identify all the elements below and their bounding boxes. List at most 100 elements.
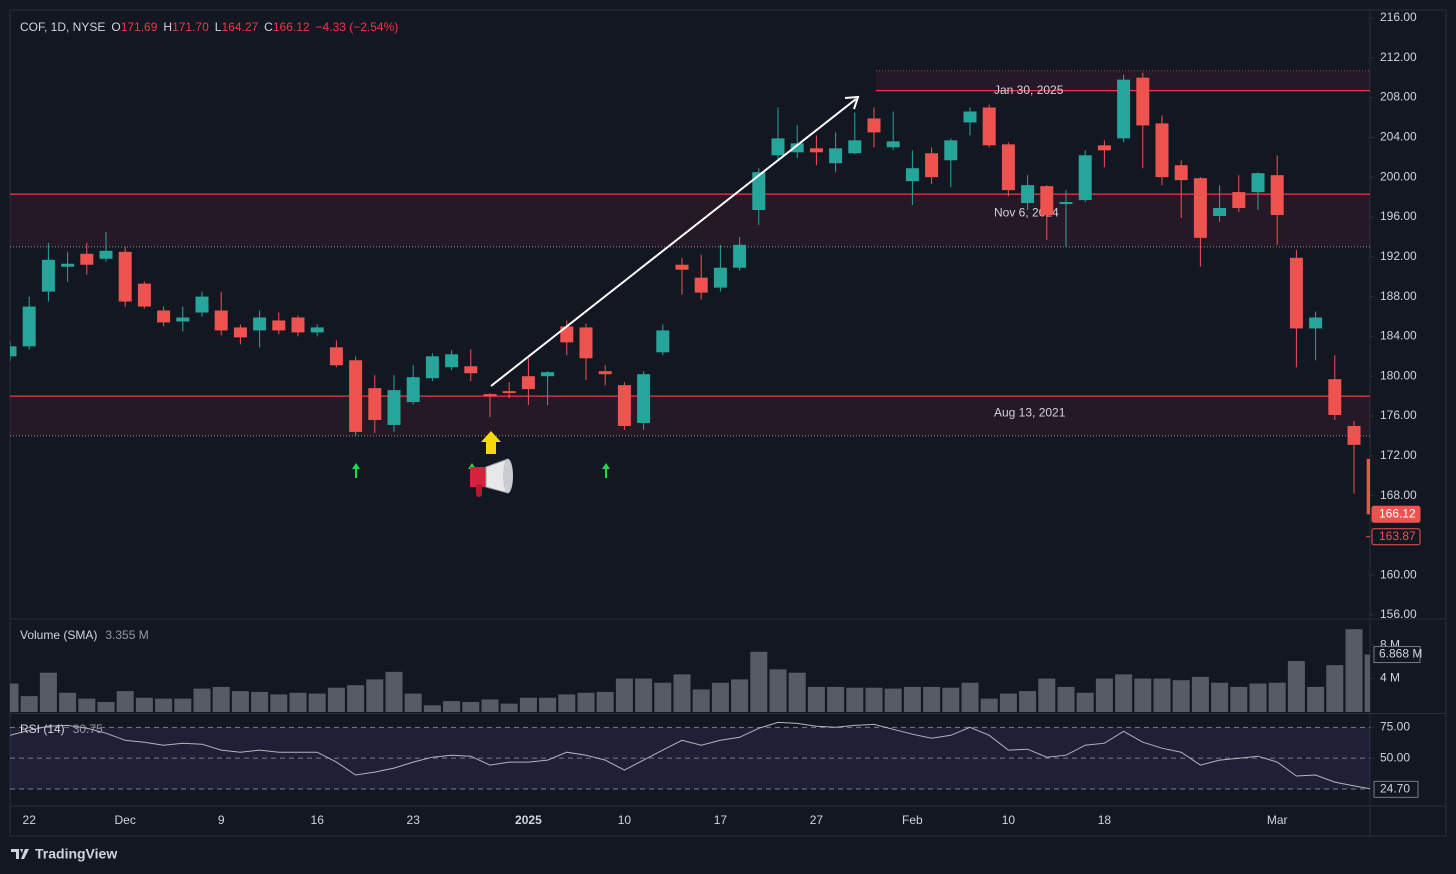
volume-bar [865,687,883,712]
volume-bar [347,685,365,712]
candle-body [1289,257,1303,329]
volume-bar [59,692,77,712]
megaphone-body [470,467,486,487]
candle-body [809,148,823,153]
ohlc-key: O [111,20,120,34]
volume-bar [673,674,691,712]
volume-bar [769,669,787,712]
buy-arrow [352,463,360,478]
candle-body [387,390,401,425]
last-value-box [1373,780,1419,798]
candle-body [1213,208,1227,216]
candle-body [1001,144,1015,191]
candle-body [1136,77,1150,126]
candle-body [905,168,919,182]
axes: 216.00 212.00 208.00 204.00 200.00 196.00 192.… [23,10,1423,827]
symbol: COF, 1D, NYSE [20,20,105,34]
candle-body [176,317,190,322]
candle-body [1347,425,1361,445]
y-tick-label: 212.00 [1380,50,1417,64]
volume-bar [385,671,403,712]
ohlc-value: 171.70 [172,20,209,34]
highlight-arrow [481,431,501,454]
candle-body [675,264,689,270]
ohlc-key: L [215,20,222,34]
volume-bar [10,683,19,712]
candle-body [368,388,382,420]
volume-bar [731,679,749,712]
candle-body [713,267,727,288]
candle-body [694,277,708,293]
volume-bar [289,692,307,712]
candle-body [771,138,785,156]
volume-bar [961,682,979,712]
y-tick-label: 204.00 [1380,130,1417,144]
volume-bar [1268,682,1286,712]
volume-bar [654,682,672,712]
y-tick-label: 188.00 [1380,289,1417,303]
volume-bar [577,692,595,712]
volume-bar [750,651,768,712]
y-tick-label: 176.00 [1380,408,1417,422]
volume-bar [155,698,173,712]
volume-bar [692,689,710,712]
candle-body [1155,123,1169,178]
volume-bar [1134,678,1152,712]
rsi-value: 30.75 [73,722,103,736]
candle-body [982,107,996,146]
candle-body [1040,186,1054,215]
candle-body [445,354,459,368]
volume-bar [366,679,384,712]
candle-body [944,140,958,161]
y-tick-label: 180.00 [1380,368,1417,382]
volume-bar [999,693,1017,712]
candle-body [925,153,939,178]
ohlc-key: C [264,20,273,34]
x-tick-label: Feb [902,813,923,827]
volume-bar [1249,683,1267,712]
x-tick-label: Mar [1267,813,1288,827]
candle-body [329,347,343,366]
y-tick-label: 184.00 [1380,329,1417,343]
volume-bar [1326,665,1344,712]
volume-bar [270,694,288,712]
logo [11,849,29,859]
volume-bar [519,697,537,712]
ohlc-value: 166.12 [273,20,310,34]
candle-body [22,306,36,347]
candle-body [1366,458,1370,515]
volume-bar [443,701,461,712]
arrow-head [844,95,860,110]
candle-body [291,317,305,333]
candle-body [1328,379,1342,416]
candle-body [617,385,631,426]
ohlc: O171.69 H171.70 L164.27 C166.12 [111,20,310,34]
ohlc-value: 171.69 [121,20,158,34]
candle-body [560,326,574,343]
x-tick-label: 18 [1098,813,1112,827]
volume-bar [78,698,96,712]
candle-body [61,263,75,267]
zone-band [10,396,1370,436]
zone-band [10,194,1370,247]
x-tick-label: Dec [115,813,136,827]
volume-bar [174,698,192,712]
volume-bar [1191,676,1209,712]
volume-bar [1307,686,1325,712]
candle-body [10,346,17,357]
volume-bar [884,688,902,712]
candle-body [137,283,151,307]
y-tick-label: 196.00 [1380,209,1417,223]
volume-bar [846,687,864,712]
y-tick-label: 160.00 [1380,567,1417,581]
y-tick-label: 216.00 [1380,10,1417,24]
x-tick-label: 17 [714,813,728,827]
rsi-title: RSI (14) [20,722,65,736]
candle-body [1078,155,1092,201]
volume-bar [1153,678,1171,712]
candle-body [521,376,535,390]
change: −4.33 (−2.54%) [316,20,399,34]
x-tick-label: 27 [810,813,824,827]
candle-body [118,251,132,302]
volume-bar [481,699,499,712]
